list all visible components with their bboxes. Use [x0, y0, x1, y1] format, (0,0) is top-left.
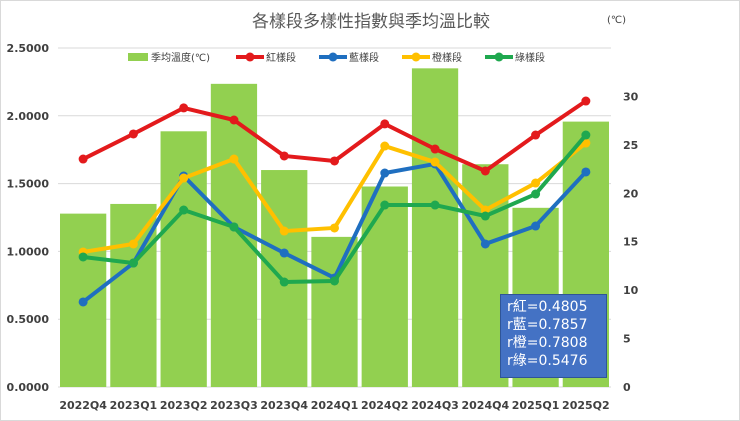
x-tick-label: 2024Q2 [361, 399, 409, 412]
series-point [430, 144, 440, 154]
left-tick-label: 0.0000 [7, 381, 50, 394]
series-point [128, 258, 138, 268]
series-point [531, 221, 541, 231]
series-point [78, 154, 88, 164]
x-tick-label: 2024Q3 [411, 399, 459, 412]
correlation-blue: r藍=0.7857 [507, 317, 588, 333]
temperature-bar [160, 131, 207, 387]
x-tick-label: 2024Q1 [311, 399, 359, 412]
correlation-orange: r橙=0.7808 [507, 335, 588, 351]
series-point [179, 205, 189, 215]
x-tick-label: 2023Q1 [110, 399, 158, 412]
series-point [78, 252, 88, 262]
right-tick-label: 20 [623, 187, 639, 200]
x-tick-label: 2023Q3 [210, 399, 258, 412]
right-axis-unit: (℃) [607, 15, 626, 26]
chart-title: 各樣段多樣性指數與季均溫比較 [252, 12, 490, 32]
legend-swatch-marker [245, 52, 255, 62]
left-tick-label: 2.5000 [7, 42, 50, 55]
series-point [279, 277, 289, 287]
series-point [380, 168, 390, 178]
series-point [380, 200, 390, 210]
right-tick-label: 25 [623, 139, 638, 152]
series-point [430, 157, 440, 167]
x-tick-label: 2024Q4 [462, 399, 510, 412]
series-point [581, 138, 591, 148]
series-point [581, 96, 591, 106]
right-tick-label: 30 [623, 90, 639, 103]
series-point [179, 173, 189, 183]
x-tick-label: 2023Q4 [260, 399, 308, 412]
left-tick-label: 2.0000 [7, 110, 50, 123]
series-point [279, 226, 289, 236]
series-point [330, 276, 339, 286]
legend-label: 綠樣段 [515, 51, 545, 64]
left-tick-label: 1.5000 [7, 178, 50, 191]
series-point [430, 200, 440, 210]
legend-label: 橙樣段 [432, 51, 462, 64]
series-point [480, 239, 490, 249]
series-point [78, 297, 88, 307]
correlation-red: r紅=0.4805 [507, 299, 588, 315]
legend-label: 紅樣段 [266, 51, 296, 64]
x-tick-label: 2025Q1 [512, 399, 560, 412]
legend-swatch-temperature [128, 53, 148, 61]
series-point [128, 239, 138, 249]
temperature-bar [411, 68, 459, 387]
series-point [581, 167, 591, 177]
right-tick-label: 0 [623, 381, 631, 394]
series-point [179, 103, 189, 113]
legend-label: 藍樣段 [349, 51, 379, 64]
right-tick-label: 5 [623, 333, 631, 346]
legend-swatch-marker [494, 52, 504, 62]
temperature-bar [311, 236, 358, 387]
series-point [581, 130, 591, 140]
series-point [229, 222, 239, 232]
series-point [330, 156, 339, 166]
series-point [531, 189, 541, 199]
series-point [229, 115, 239, 125]
series-point [128, 129, 138, 139]
legend-label-temperature: 季均溫度(℃) [151, 51, 210, 64]
legend-swatch-marker [328, 52, 338, 62]
x-tick-label: 2025Q2 [562, 399, 610, 412]
series-point [531, 130, 541, 140]
series-point [531, 178, 541, 188]
series-point [279, 151, 289, 161]
series-point [279, 248, 289, 258]
temperature-bar [361, 186, 408, 387]
correlation-green: r綠=0.5476 [507, 353, 588, 369]
left-tick-label: 1.0000 [7, 245, 50, 258]
right-tick-label: 10 [623, 284, 639, 297]
x-tick-label: 2023Q2 [160, 399, 208, 412]
left-tick-label: 0.5000 [7, 313, 50, 326]
series-point [480, 211, 490, 221]
right-tick-label: 15 [623, 236, 638, 249]
series-point [380, 141, 390, 151]
series-point [330, 223, 339, 233]
series-point [480, 166, 490, 176]
series-point [380, 119, 390, 129]
correlation-box: r紅=0.4805 r藍=0.7857 r橙=0.7808 r綠=0.5476 [500, 294, 607, 378]
series-point [229, 154, 239, 164]
x-tick-label: 2022Q4 [59, 399, 107, 412]
legend-swatch-marker [411, 52, 421, 62]
